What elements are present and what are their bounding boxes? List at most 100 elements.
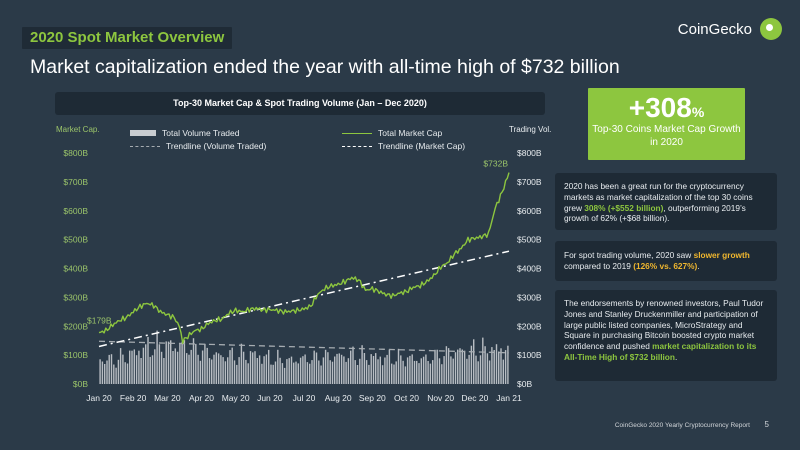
volume-bar	[192, 338, 195, 384]
x-tick-label: Apr 20	[189, 393, 214, 403]
y-right-tick-label: $600B	[517, 206, 542, 216]
volume-bar	[368, 364, 370, 384]
volume-bar	[359, 358, 361, 384]
volume-bar	[498, 351, 500, 384]
y-left-tick-label: $800B	[63, 148, 88, 158]
x-tick-label: Mar 20	[154, 393, 181, 403]
volume-bar	[167, 341, 170, 384]
volume-bar	[117, 359, 120, 384]
volume-bar	[329, 360, 331, 384]
volume-bar	[283, 367, 286, 384]
volume-bar	[140, 358, 142, 384]
volume-bar	[272, 364, 274, 384]
y-left-tick-label: $300B	[63, 292, 88, 302]
volume-bar	[242, 351, 245, 384]
volume-bar	[473, 339, 475, 384]
volume-bar	[149, 356, 151, 384]
legend-label-trend-volume: Trendline (Volume Traded)	[166, 141, 267, 151]
volume-bar	[286, 359, 288, 384]
volume-bar	[438, 358, 441, 384]
x-tick-label: Jan 20	[86, 393, 112, 403]
volume-bar	[484, 346, 486, 384]
volume-bar	[227, 357, 229, 384]
volume-bar	[370, 354, 372, 384]
volume-bar	[179, 342, 181, 384]
volume-bar	[311, 360, 313, 384]
legend-label-trend-market-cap: Trendline (Market Cap)	[378, 141, 466, 151]
volume-bar	[365, 360, 368, 384]
brand: CoinGecko	[678, 18, 782, 40]
x-tick-label: Oct 20	[394, 393, 419, 403]
volume-bar	[217, 353, 220, 384]
volume-bar	[236, 364, 238, 384]
volume-bar	[409, 355, 411, 384]
volume-bar	[322, 357, 325, 384]
right-axis-title: Trading Vol.	[509, 125, 552, 134]
volume-bar	[151, 355, 154, 384]
volume-bar	[304, 354, 306, 384]
volume-bar	[270, 364, 272, 384]
volume-bar	[133, 349, 136, 384]
volume-bar	[391, 363, 393, 384]
volume-bar	[447, 348, 450, 384]
legend-swatch-trend-volume	[130, 145, 160, 147]
growth-stat-value: +308%	[628, 92, 705, 123]
volume-bar	[252, 352, 254, 384]
volume-bar	[110, 354, 113, 384]
volume-bar	[411, 354, 413, 384]
volume-bar	[495, 344, 498, 384]
volume-bar	[343, 356, 345, 384]
volume-bar	[386, 354, 388, 384]
volume-bar	[181, 341, 183, 384]
volume-bar	[493, 350, 495, 384]
y-left-tick-label: $200B	[63, 321, 88, 331]
volume-bar	[211, 359, 213, 384]
volume-bar	[320, 365, 322, 384]
volume-bar	[345, 361, 347, 384]
volume-bar	[254, 351, 256, 384]
volume-bar	[199, 360, 202, 384]
volume-bar	[477, 361, 479, 384]
trendline-volume	[98, 340, 510, 354]
volume-bar	[263, 356, 265, 384]
volume-bar	[463, 350, 466, 384]
y-left-tick-label: $500B	[63, 235, 88, 245]
volume-bar	[354, 360, 356, 384]
volume-bar	[454, 352, 457, 384]
volume-bar	[416, 360, 418, 384]
volume-bar	[115, 367, 117, 384]
volume-bar	[147, 336, 149, 384]
volume-bar	[231, 347, 233, 384]
volume-bar	[245, 359, 247, 384]
card-volume-highlight-1: slower growth	[693, 250, 750, 260]
y-left-tick-label: $0B	[73, 379, 88, 389]
volume-bar	[208, 358, 211, 384]
volume-bar	[388, 349, 391, 384]
volume-bar	[195, 343, 197, 384]
growth-stat-box: +308% Top-30 Coins Market Cap Growth in …	[588, 88, 745, 160]
volume-bar	[361, 345, 363, 384]
volume-bar	[279, 357, 281, 384]
volume-bar	[297, 363, 300, 384]
volume-bar	[172, 351, 174, 384]
y-right-tick-label: $0B	[517, 379, 532, 389]
card-endorse-highlight: market capitalization to its All-Time Hi…	[564, 341, 757, 362]
card-volume-highlight-2: (126% vs. 627%)	[633, 260, 698, 271]
volume-bar	[290, 356, 293, 384]
volume-bar	[135, 355, 138, 384]
legend-swatch-volume	[130, 130, 156, 136]
volume-bar	[309, 363, 311, 384]
volume-bar	[201, 350, 204, 384]
volume-bar	[340, 354, 343, 384]
volume-bar	[101, 361, 104, 384]
y-right-tick-label: $700B	[517, 177, 542, 187]
card-growth-highlight: 308% (+$552 billion)	[584, 202, 664, 213]
volume-bar	[468, 354, 470, 384]
volume-bar	[124, 362, 126, 384]
volume-bar	[186, 353, 188, 384]
volume-bar	[450, 356, 452, 384]
x-tick-label: Sep 20	[359, 393, 386, 403]
chart-title: Top-30 Market Cap & Spot Trading Volume …	[55, 92, 545, 115]
y-right-tick-label: $400B	[517, 264, 542, 274]
